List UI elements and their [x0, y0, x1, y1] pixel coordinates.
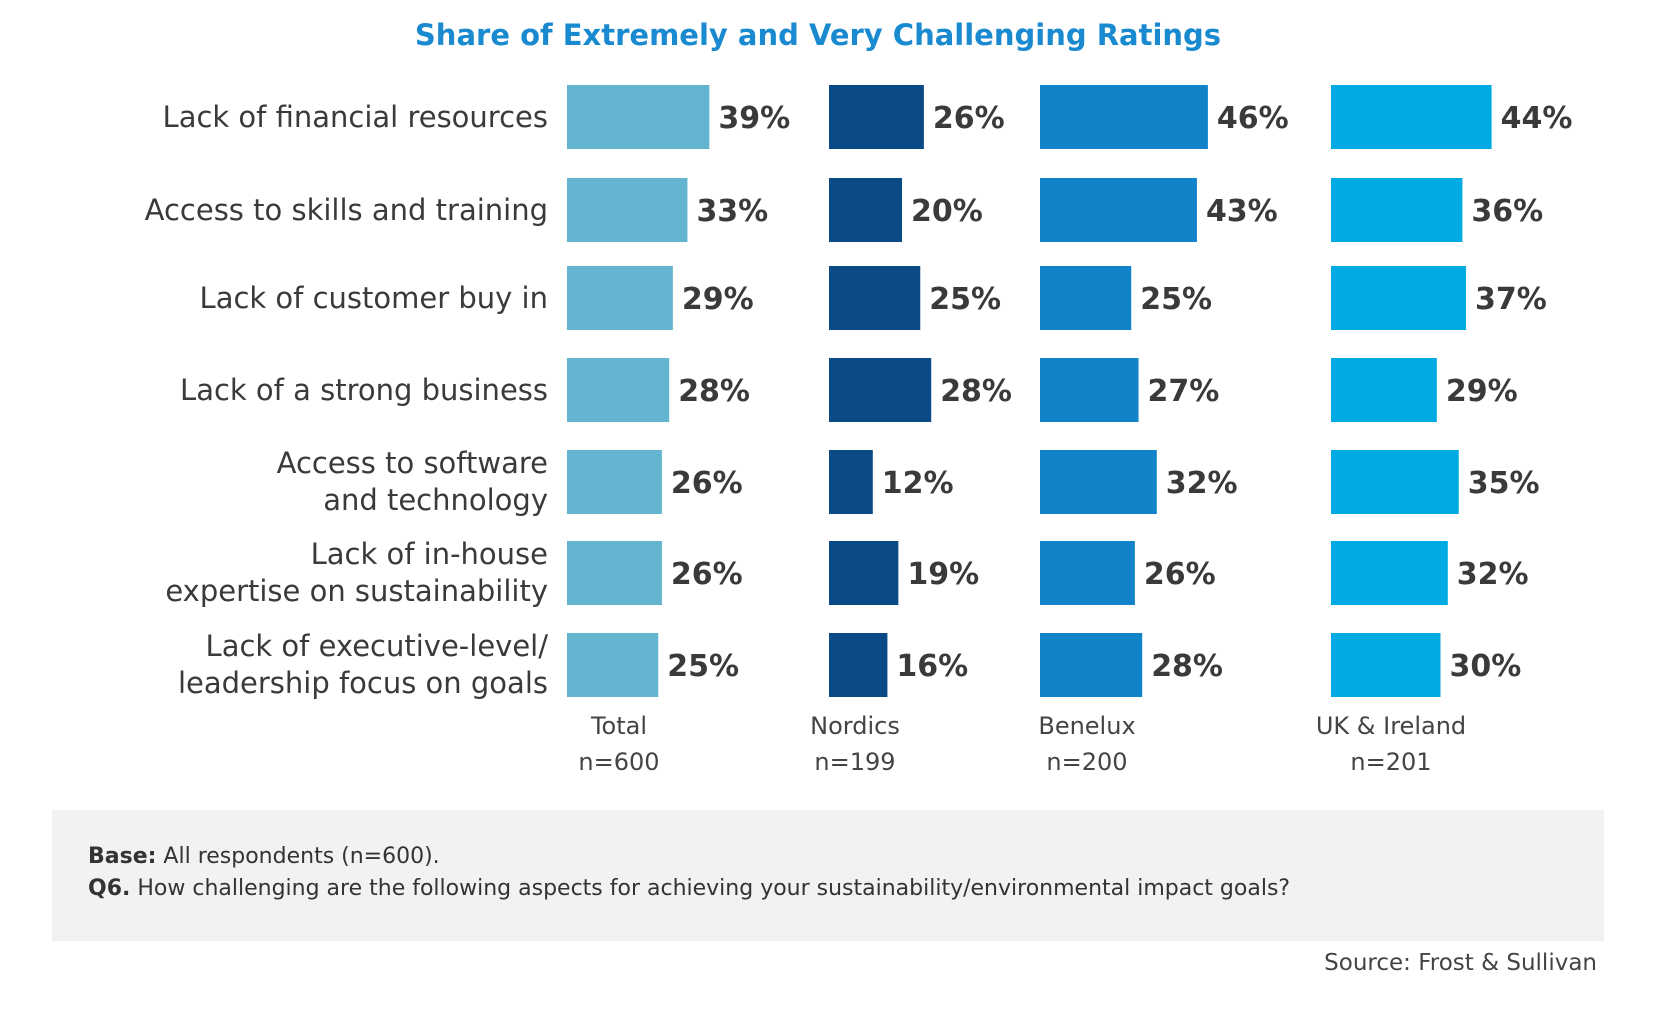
group-label: Total n=600: [578, 708, 659, 780]
group-name: Benelux: [1038, 712, 1136, 740]
source-note: Source: Frost & Sullivan: [1324, 950, 1597, 976]
bar: [1331, 450, 1459, 514]
bar: [829, 633, 888, 697]
group-label: Benelux n=200: [1038, 708, 1135, 780]
data-label: 39%: [718, 101, 790, 136]
data-label: 12%: [882, 466, 954, 501]
bar: [567, 178, 688, 242]
category-label-line: Lack of financial resources: [162, 99, 548, 134]
data-label: 36%: [1471, 194, 1543, 229]
data-label: 32%: [1166, 466, 1238, 501]
bar: [829, 266, 921, 330]
data-label: 25%: [929, 282, 1001, 317]
bar: [567, 541, 662, 605]
bar: [567, 85, 710, 149]
data-label: 28%: [1151, 649, 1223, 684]
data-label: 46%: [1217, 101, 1289, 136]
question-text: How challenging are the following aspect…: [130, 876, 1291, 901]
data-label: 29%: [682, 282, 754, 317]
data-label: 25%: [1140, 282, 1212, 317]
bar: [1040, 85, 1208, 149]
bar: [1040, 178, 1197, 242]
category-label-line: and technology: [323, 483, 548, 517]
category-label: Lack of financial resources: [163, 99, 548, 136]
bar: [829, 450, 873, 514]
category-label-line: Access to skills and training: [144, 192, 548, 227]
data-label: 44%: [1501, 101, 1573, 136]
data-label: 43%: [1206, 194, 1278, 229]
category-label-line: Lack of customer buy in: [199, 280, 548, 315]
category-label: Lack of in-house expertise on sustainabil…: [165, 536, 548, 610]
bar: [829, 85, 924, 149]
category-label-line: Lack of in-house: [310, 537, 548, 571]
bar: [1040, 358, 1139, 422]
bar: [829, 178, 902, 242]
bar: [829, 541, 899, 605]
footnote-box: Base: All respondents (n=600). Q6. How c…: [52, 810, 1604, 941]
bar: [567, 358, 670, 422]
data-label: 26%: [1144, 557, 1216, 592]
category-label: Access to software and technology: [277, 445, 548, 519]
bar: [1331, 178, 1463, 242]
base-label: Base:: [88, 844, 157, 869]
bar: [1040, 266, 1132, 330]
data-label: 25%: [667, 649, 739, 684]
category-label: Access to skills and training: [145, 192, 548, 229]
data-label: 26%: [933, 101, 1005, 136]
bar: [1331, 633, 1441, 697]
base-text: All respondents (n=600).: [156, 844, 440, 869]
category-label-line: Lack of executive-level/: [205, 629, 548, 663]
bar: [829, 358, 932, 422]
data-label: 28%: [940, 374, 1012, 409]
data-label: 35%: [1468, 466, 1540, 501]
bar: [567, 266, 673, 330]
bar: [1331, 85, 1492, 149]
bar: [1040, 450, 1157, 514]
category-label-line: Lack of a strong business: [180, 372, 548, 407]
data-label: 27%: [1148, 374, 1220, 409]
data-label: 19%: [907, 557, 979, 592]
data-label: 37%: [1475, 282, 1547, 317]
group-label: Nordics n=199: [810, 708, 900, 780]
bar: [1331, 358, 1437, 422]
bar: [1331, 266, 1467, 330]
category-label-line: leadership focus on goals: [177, 666, 548, 700]
bar: [1040, 633, 1143, 697]
question-label: Q6.: [88, 876, 131, 901]
category-label: Lack of executive-level/leadership focus…: [178, 628, 548, 702]
question-note: Q6. How challenging are the following as…: [88, 876, 1290, 901]
data-label: 32%: [1457, 557, 1529, 592]
bar: [567, 633, 659, 697]
data-label: 26%: [671, 557, 743, 592]
category-label-line: expertise on sustainability: [165, 574, 548, 608]
group-base: n=600: [578, 748, 660, 776]
group-base: n=199: [814, 748, 896, 776]
data-label: 20%: [911, 194, 983, 229]
chart-title: Share of Extremely and Very Challenging …: [414, 18, 1222, 52]
group-base: n=200: [1046, 748, 1128, 776]
bar: [567, 450, 662, 514]
group-base: n=201: [1350, 748, 1432, 776]
category-label: Lack of a strong business: [180, 372, 548, 409]
category-label: Lack of customer buy in: [200, 280, 548, 317]
data-label: 26%: [671, 466, 743, 501]
bar-chart: 39% 33% 29% 28% 26% 26% 25% 26% 20% 25% 28% 12% 19% 1…: [567, 85, 1573, 697]
category-label-line: Access to software: [276, 446, 548, 480]
group-label: UK & Ireland n=201: [1316, 708, 1466, 780]
data-label: 16%: [896, 649, 968, 684]
data-label: 29%: [1446, 374, 1518, 409]
data-label: 30%: [1450, 649, 1522, 684]
group-name: Nordics: [810, 712, 900, 740]
group-name: Total: [590, 712, 648, 740]
data-label: 33%: [696, 194, 768, 229]
group-name: UK & Ireland: [1315, 712, 1467, 740]
bar: [1331, 541, 1448, 605]
base-note: Base: All respondents (n=600).: [88, 844, 440, 869]
bar: [1040, 541, 1135, 605]
data-label: 28%: [678, 374, 750, 409]
